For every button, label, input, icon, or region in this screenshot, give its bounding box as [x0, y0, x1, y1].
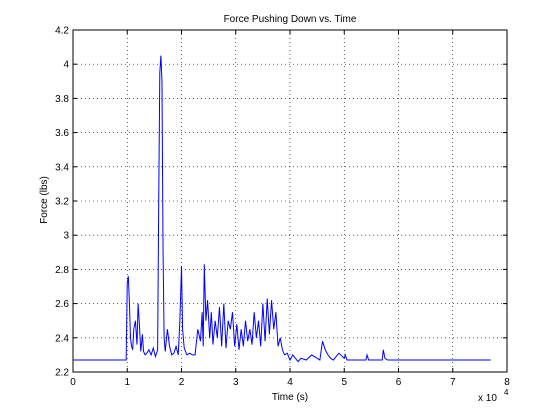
y-tick-label: 3	[63, 231, 69, 242]
y-tick-label: 3.2	[55, 197, 69, 208]
y-tick-label: 2.2	[55, 368, 69, 379]
x-tick-label: 6	[396, 377, 402, 388]
x-axis-title: Time (s)	[272, 392, 308, 403]
x-tick-label: 4	[287, 377, 293, 388]
y-tick-label: 3.8	[55, 94, 69, 105]
x-tick-label: 2	[179, 377, 185, 388]
y-tick-label: 2.4	[55, 333, 69, 344]
x-tick-label: 3	[233, 377, 239, 388]
chart-title: Force Pushing Down vs. Time	[224, 14, 357, 25]
y-tick-label: 4.2	[55, 26, 69, 37]
grid	[73, 30, 507, 372]
x-axis-multiplier-exponent: 4	[504, 388, 509, 397]
x-tick-label: 7	[450, 377, 456, 388]
x-axis-multiplier: x 10	[478, 393, 497, 404]
x-tick-label: 1	[124, 377, 130, 388]
y-tick-label: 4	[63, 60, 69, 71]
series-line-force	[73, 55, 491, 363]
x-axis-ticks: 0 1 2 3 4 5 6 7 8	[70, 30, 510, 388]
y-axis-title: Force (lbs)	[39, 176, 50, 224]
y-tick-label: 3.4	[55, 162, 69, 173]
x-tick-label: 0	[70, 377, 76, 388]
y-tick-label: 2.8	[55, 265, 69, 276]
y-axis-ticks: 2.2 2.4 2.6 2.8 3 3.2 3.4 3.6 3.8 4 4.2	[55, 26, 507, 379]
x-tick-label: 8	[504, 377, 510, 388]
y-tick-label: 2.6	[55, 299, 69, 310]
y-tick-label: 3.6	[55, 128, 69, 139]
x-tick-label: 5	[341, 377, 347, 388]
